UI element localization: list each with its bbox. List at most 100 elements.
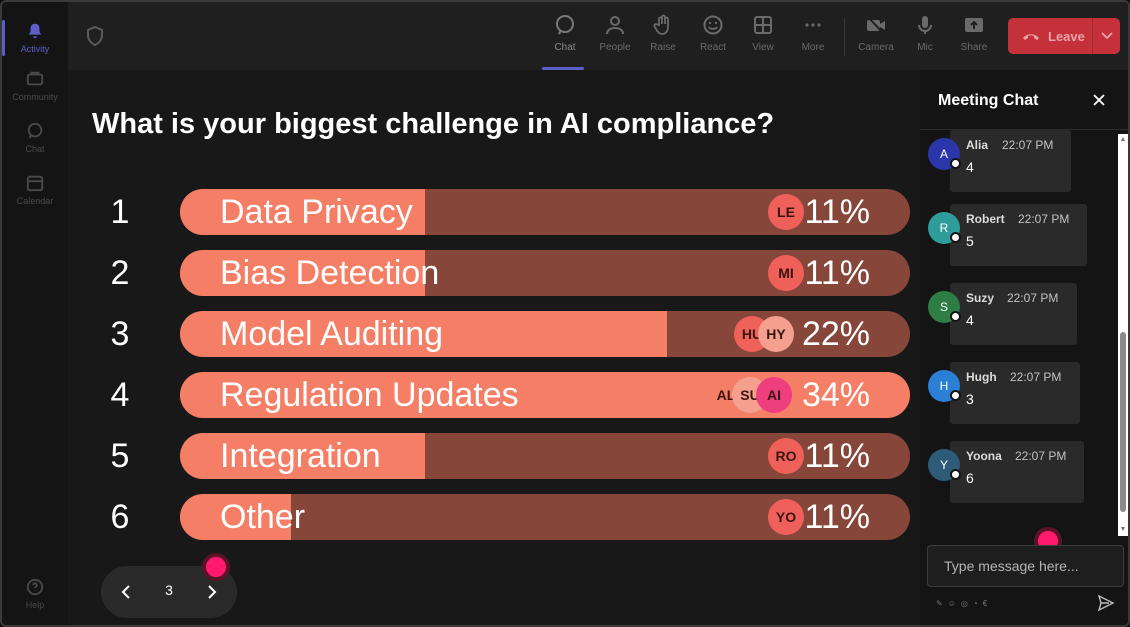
poll-option-row: 6 Other YO 11% (68, 494, 920, 540)
voter-avatar: RO (768, 438, 804, 474)
voter-avatars: RO (768, 438, 804, 474)
option-bar: Data Privacy LE 11% (180, 189, 910, 235)
emoji-icon[interactable]: ☺ (947, 599, 956, 608)
attach-icon[interactable]: € (982, 599, 988, 608)
chevron-left-icon[interactable] (117, 582, 137, 602)
rail-label: Calendar (16, 196, 54, 206)
option-bar-fill (180, 311, 667, 357)
rail-item-community[interactable]: Community (2, 60, 68, 112)
chat-title: Meeting Chat (938, 92, 1039, 109)
option-number: 4 (110, 376, 130, 414)
message-bubble: Yoona 22:07 PM 6 (950, 441, 1084, 503)
chat-message[interactable]: Robert 22:07 PM 5 R (920, 204, 1120, 266)
camera-button[interactable]: Camera (851, 12, 901, 62)
rail-item-help[interactable]: Help (2, 568, 68, 620)
message-bubble: Suzy 22:07 PM 4 (950, 283, 1077, 345)
poll-option-row: 2 Bias Detection MI 11% (68, 250, 920, 296)
scrollbar-thumb[interactable] (1120, 332, 1126, 512)
share-label: Share (960, 42, 988, 53)
format-toolbar: ✎ ☺ ◎ ◔ € (936, 599, 987, 608)
presence-indicator (950, 232, 961, 243)
react-button[interactable]: React (688, 12, 738, 62)
avatar-initial: S (939, 300, 948, 314)
send-icon[interactable] (1097, 594, 1115, 612)
raise-hand-button[interactable]: Raise (638, 12, 688, 62)
mic-label: Mic (917, 42, 933, 53)
chat-button[interactable]: Chat (540, 12, 590, 70)
help-icon (26, 578, 44, 596)
sender-name: Hugh (966, 370, 997, 384)
close-icon[interactable] (1092, 93, 1106, 107)
format-icon[interactable]: ✎ (936, 599, 943, 608)
rail-item-calendar[interactable]: Calendar (2, 164, 68, 216)
people-button[interactable]: People (590, 12, 640, 62)
option-percent: 34% (801, 376, 870, 414)
chat-icon (556, 15, 574, 35)
option-bar: Other YO 11% (180, 494, 910, 540)
chat-message[interactable]: Suzy 22:07 PM 4 S (920, 283, 1120, 345)
presence-indicator (950, 390, 961, 401)
avatar[interactable]: H (928, 370, 961, 402)
option-label: Data Privacy (220, 193, 413, 231)
view-button[interactable]: View (738, 12, 788, 62)
chat-message[interactable]: Yoona 22:07 PM 6 Y (920, 441, 1120, 503)
sender-name: Robert (966, 212, 1005, 226)
share-button[interactable]: Share (949, 12, 999, 62)
option-number: 5 (110, 437, 130, 475)
raise-label: Raise (650, 42, 676, 53)
voter-avatar: AI (756, 377, 792, 413)
chat-message[interactable]: Alia 22:07 PM 4 A (920, 130, 1120, 192)
poll-stage: What is your biggest challenge in AI com… (68, 70, 920, 625)
avatar[interactable]: A (928, 138, 961, 170)
option-bar: Regulation Updates AL SU AI 34% (180, 372, 910, 418)
people-icon (606, 16, 624, 35)
camera-label: Camera (858, 42, 894, 53)
sticker-icon[interactable]: ◔ (972, 599, 978, 608)
option-label: Other (220, 498, 306, 536)
avatar-initial: A (939, 147, 948, 161)
voter-avatar: MI (768, 255, 804, 291)
sender-name: Suzy (966, 291, 995, 305)
chat-message[interactable]: Hugh 22:07 PM 3 H (920, 362, 1120, 424)
scroll-down-arrow[interactable]: ▼ (1119, 526, 1127, 533)
option-percent: 11% (804, 193, 870, 231)
toolbar-divider (844, 18, 845, 56)
voter-avatars: LE (768, 194, 804, 230)
avatar[interactable]: R (928, 212, 961, 244)
voter-avatars: HU HY (734, 316, 794, 352)
shield-icon (87, 26, 103, 46)
sender-name: Alia (966, 138, 989, 152)
gif-icon[interactable]: ◎ (960, 599, 968, 608)
option-label: Integration (220, 437, 381, 475)
view-label: View (752, 42, 774, 53)
emoji-icon (703, 15, 723, 35)
more-icon (805, 23, 821, 27)
message-time: 22:07 PM (1002, 138, 1054, 152)
message-input[interactable] (927, 545, 1124, 587)
option-label: Regulation Updates (220, 376, 519, 414)
option-number: 2 (110, 254, 130, 292)
more-button[interactable]: More (788, 12, 838, 62)
option-bar: Bias Detection MI 11% (180, 250, 910, 296)
scroll-up-arrow[interactable]: ▲ (1119, 136, 1127, 143)
leave-button[interactable]: Leave (1008, 18, 1120, 54)
avatar[interactable]: S (928, 291, 961, 323)
rail-label: Community (12, 92, 58, 102)
message-text: 4 (966, 159, 974, 175)
chevron-right-icon[interactable] (201, 582, 221, 602)
rail-item-activity[interactable]: Activity (2, 12, 68, 64)
camera-off-icon (867, 16, 885, 35)
chevron-down-icon[interactable] (1092, 18, 1120, 54)
message-text: 5 (966, 233, 974, 249)
voter-avatars: AL SU AI (708, 377, 792, 413)
mic-button[interactable]: Mic (900, 12, 950, 62)
message-time: 22:07 PM (1018, 212, 1070, 226)
rail-item-chat[interactable]: Chat (2, 112, 68, 164)
sender-name: Yoona (966, 449, 1002, 463)
voter-avatars: MI (768, 255, 804, 291)
avatar[interactable]: Y (928, 449, 961, 481)
option-label: Model Auditing (220, 315, 444, 353)
community-icon (26, 71, 44, 86)
option-bar-fill (180, 250, 425, 296)
